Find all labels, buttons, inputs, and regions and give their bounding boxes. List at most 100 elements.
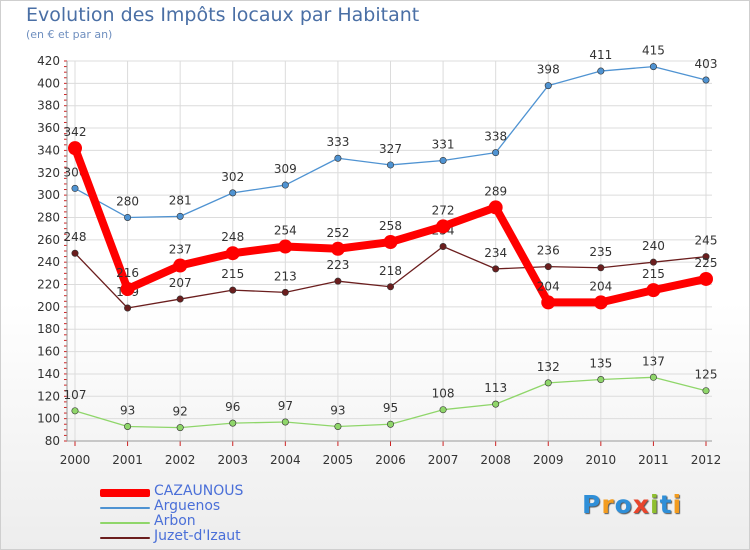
data-label: 113 bbox=[484, 381, 507, 395]
logo-letter: r bbox=[601, 490, 615, 519]
data-point bbox=[492, 149, 500, 157]
data-point bbox=[176, 295, 184, 303]
x-tick-label: 2002 bbox=[165, 453, 196, 467]
data-point bbox=[71, 407, 79, 415]
data-point bbox=[649, 373, 657, 381]
data-point bbox=[68, 141, 82, 156]
x-tick-label: 2003 bbox=[217, 453, 248, 467]
data-label: 93 bbox=[330, 403, 345, 417]
y-tick-label: 320 bbox=[37, 166, 60, 180]
data-point bbox=[176, 212, 184, 220]
y-tick-label: 140 bbox=[37, 367, 60, 381]
proxiti-logo: Proxiti bbox=[582, 490, 682, 519]
data-label: 289 bbox=[484, 184, 507, 198]
data-point bbox=[597, 264, 605, 272]
x-tick-label: 2008 bbox=[480, 453, 511, 467]
data-point bbox=[229, 189, 237, 197]
y-tick-label: 400 bbox=[37, 76, 60, 90]
data-label: 237 bbox=[169, 243, 192, 257]
data-label: 252 bbox=[326, 226, 349, 240]
data-point bbox=[281, 418, 289, 426]
legend-item: Arguenos bbox=[100, 498, 340, 515]
data-point bbox=[439, 406, 447, 414]
data-point bbox=[281, 288, 289, 296]
data-label: 93 bbox=[120, 403, 135, 417]
data-point bbox=[176, 424, 184, 432]
x-tick-label: 2012 bbox=[691, 453, 722, 467]
x-tick-label: 2004 bbox=[270, 453, 301, 467]
data-label: 92 bbox=[173, 405, 188, 419]
data-point bbox=[120, 282, 135, 296]
data-label: 223 bbox=[326, 258, 349, 272]
data-label: 216 bbox=[116, 266, 139, 280]
data-point bbox=[383, 235, 398, 250]
y-tick-label: 340 bbox=[37, 143, 60, 157]
data-point bbox=[229, 286, 237, 294]
data-point bbox=[544, 82, 552, 90]
data-point bbox=[225, 246, 240, 261]
data-label: 245 bbox=[695, 234, 718, 248]
x-tick-label: 2001 bbox=[112, 453, 143, 467]
data-label: 132 bbox=[537, 360, 560, 374]
x-tick-label: 2005 bbox=[323, 453, 354, 467]
data-point bbox=[699, 271, 713, 286]
data-label: 280 bbox=[116, 194, 139, 208]
data-label: 204 bbox=[537, 279, 560, 293]
y-tick-label: 100 bbox=[37, 412, 60, 426]
data-point bbox=[330, 241, 345, 256]
data-label: 236 bbox=[537, 244, 560, 258]
data-point bbox=[173, 258, 188, 273]
data-point bbox=[436, 219, 451, 234]
data-point bbox=[386, 161, 394, 169]
data-label: 342 bbox=[64, 125, 87, 139]
data-label: 95 bbox=[383, 401, 398, 415]
data-label: 215 bbox=[642, 267, 665, 281]
logo-letter: i bbox=[672, 490, 683, 519]
legend-item: Arbon bbox=[100, 513, 340, 530]
chart-title: Evolution des Impôts locaux par Habitant bbox=[26, 4, 420, 26]
data-point bbox=[597, 376, 605, 384]
data-point bbox=[649, 258, 657, 266]
y-tick-label: 220 bbox=[37, 278, 60, 292]
data-point bbox=[439, 156, 447, 164]
data-point bbox=[124, 213, 132, 221]
data-label: 333 bbox=[326, 135, 349, 149]
x-tick-label: 2006 bbox=[375, 453, 406, 467]
data-point bbox=[597, 67, 605, 75]
x-tick-label: 2007 bbox=[428, 453, 459, 467]
data-label: 235 bbox=[589, 245, 612, 259]
data-point bbox=[281, 181, 289, 189]
data-point bbox=[593, 295, 608, 310]
data-point bbox=[544, 379, 552, 387]
data-label: 96 bbox=[225, 400, 240, 414]
data-label: 398 bbox=[537, 63, 560, 77]
data-point bbox=[124, 422, 132, 430]
data-label: 327 bbox=[379, 142, 402, 156]
data-label: 218 bbox=[379, 264, 402, 278]
logo-letter: o bbox=[614, 490, 633, 519]
data-label: 258 bbox=[379, 219, 402, 233]
data-label: 272 bbox=[432, 203, 455, 217]
data-point bbox=[492, 265, 500, 273]
legend-swatch bbox=[100, 522, 150, 524]
data-label: 213 bbox=[274, 269, 297, 283]
data-label: 135 bbox=[589, 357, 612, 371]
data-label: 107 bbox=[64, 388, 87, 402]
data-point bbox=[71, 249, 79, 257]
data-point bbox=[334, 277, 342, 285]
y-tick-label: 120 bbox=[37, 389, 60, 403]
logo-letter: x bbox=[632, 490, 650, 519]
data-point bbox=[488, 200, 503, 215]
data-point bbox=[229, 419, 237, 427]
data-point bbox=[646, 283, 661, 298]
y-tick-label: 360 bbox=[37, 121, 60, 135]
data-point bbox=[492, 400, 500, 408]
data-point bbox=[702, 387, 710, 395]
data-label: 215 bbox=[221, 267, 244, 281]
data-point bbox=[334, 422, 342, 430]
data-label: 207 bbox=[169, 276, 192, 290]
data-point bbox=[386, 420, 394, 428]
data-label: 403 bbox=[695, 57, 718, 71]
x-tick-label: 2010 bbox=[586, 453, 617, 467]
data-label: 254 bbox=[274, 224, 297, 238]
